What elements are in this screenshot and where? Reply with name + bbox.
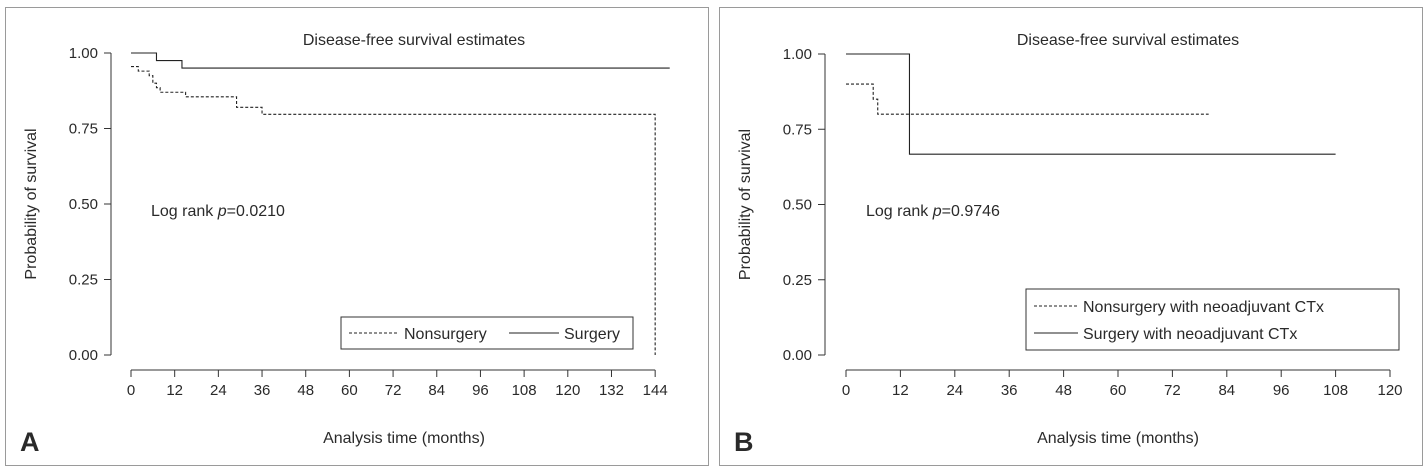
x-tick-label: 60 (341, 382, 358, 399)
x-tick-label: 48 (297, 382, 314, 399)
x-tick-label: 12 (892, 382, 909, 399)
y-tick-label: 0.75 (783, 121, 812, 138)
x-tick-label: 120 (1377, 382, 1402, 399)
x-tick-label: 24 (946, 382, 963, 399)
y-tick-label: 0.50 (69, 196, 98, 213)
x-tick-label: 144 (643, 382, 668, 399)
panel-b: Disease-free survival estimates 0.00 0.25 0… (719, 7, 1423, 466)
series-line-surgery (131, 52, 670, 69)
panel-letter: A (20, 427, 40, 457)
y-tick-label: 1.00 (783, 46, 812, 63)
x-tick-label: 0 (127, 382, 135, 399)
y-tick-label: 1.00 (69, 45, 98, 62)
y-axis-label: Probability of survival (737, 129, 754, 280)
y-tick-label: 0.00 (69, 347, 98, 364)
km-chart-a: Disease-free survival estimates 0.00 0.25 0… (20, 32, 670, 457)
km-chart-b: Disease-free survival estimates 0.00 0.25 0… (734, 32, 1403, 457)
x-tick-label: 108 (512, 382, 537, 399)
log-rank-prefix: Log rank (866, 203, 933, 220)
panel-letter: B (734, 427, 754, 457)
log-rank-value: =0.9746 (942, 203, 1000, 220)
log-rank-prefix: Log rank (151, 203, 218, 220)
x-tick-label: 12 (166, 382, 183, 399)
log-rank-p: p (217, 203, 227, 220)
y-tick-label: 0.00 (783, 347, 812, 364)
y-tick-label: 0.25 (783, 272, 812, 289)
chart-title: Disease-free survival estimates (1017, 32, 1239, 49)
x-tick-label: 36 (1001, 382, 1018, 399)
y-tick-label: 0.25 (69, 272, 98, 289)
panel-a: Disease-free survival estimates 0.00 0.25 0… (5, 7, 709, 466)
legend-box (1025, 288, 1400, 351)
x-tick-label: 96 (1273, 382, 1290, 399)
x-axis-label: Analysis time (months) (323, 430, 485, 447)
y-tick-label: 0.50 (783, 197, 812, 214)
x-tick-label: 60 (1110, 382, 1127, 399)
log-rank-annotation: Log rank p=0.9746 (866, 203, 1000, 220)
y-tick-label: 0.75 (69, 121, 98, 138)
x-tick-label: 84 (1218, 382, 1235, 399)
legend-label: Surgery (564, 326, 620, 343)
legend-label: Surgery with neoadjuvant CTx (1083, 326, 1297, 343)
x-tick-label: 72 (1164, 382, 1181, 399)
series-line-surgery-with-neoadjuvant-ctx (846, 53, 1336, 155)
x-tick-label: 72 (385, 382, 402, 399)
x-tick-label: 108 (1323, 382, 1348, 399)
x-tick-label: 0 (842, 382, 850, 399)
x-tick-label: 48 (1055, 382, 1072, 399)
x-tick-label: 132 (599, 382, 624, 399)
legend-label: Nonsurgery with neoadjuvant CTx (1083, 299, 1324, 316)
series-line-nonsurgery-with-neoadjuvant-ctx (846, 83, 1209, 115)
x-tick-label: 36 (254, 382, 271, 399)
chart-title: Disease-free survival estimates (303, 32, 525, 49)
series-line-nonsurgery (131, 66, 656, 355)
log-rank-annotation: Log rank p=0.0210 (151, 203, 285, 220)
x-tick-label: 96 (472, 382, 489, 399)
legend-label: Nonsurgery (404, 326, 487, 343)
x-axis-label: Analysis time (months) (1037, 430, 1199, 447)
x-tick-label: 24 (210, 382, 227, 399)
x-tick-label: 120 (555, 382, 580, 399)
y-axis-label: Probability of survival (23, 128, 40, 279)
log-rank-value: =0.0210 (227, 203, 285, 220)
x-tick-label: 84 (428, 382, 445, 399)
log-rank-p: p (932, 203, 942, 220)
